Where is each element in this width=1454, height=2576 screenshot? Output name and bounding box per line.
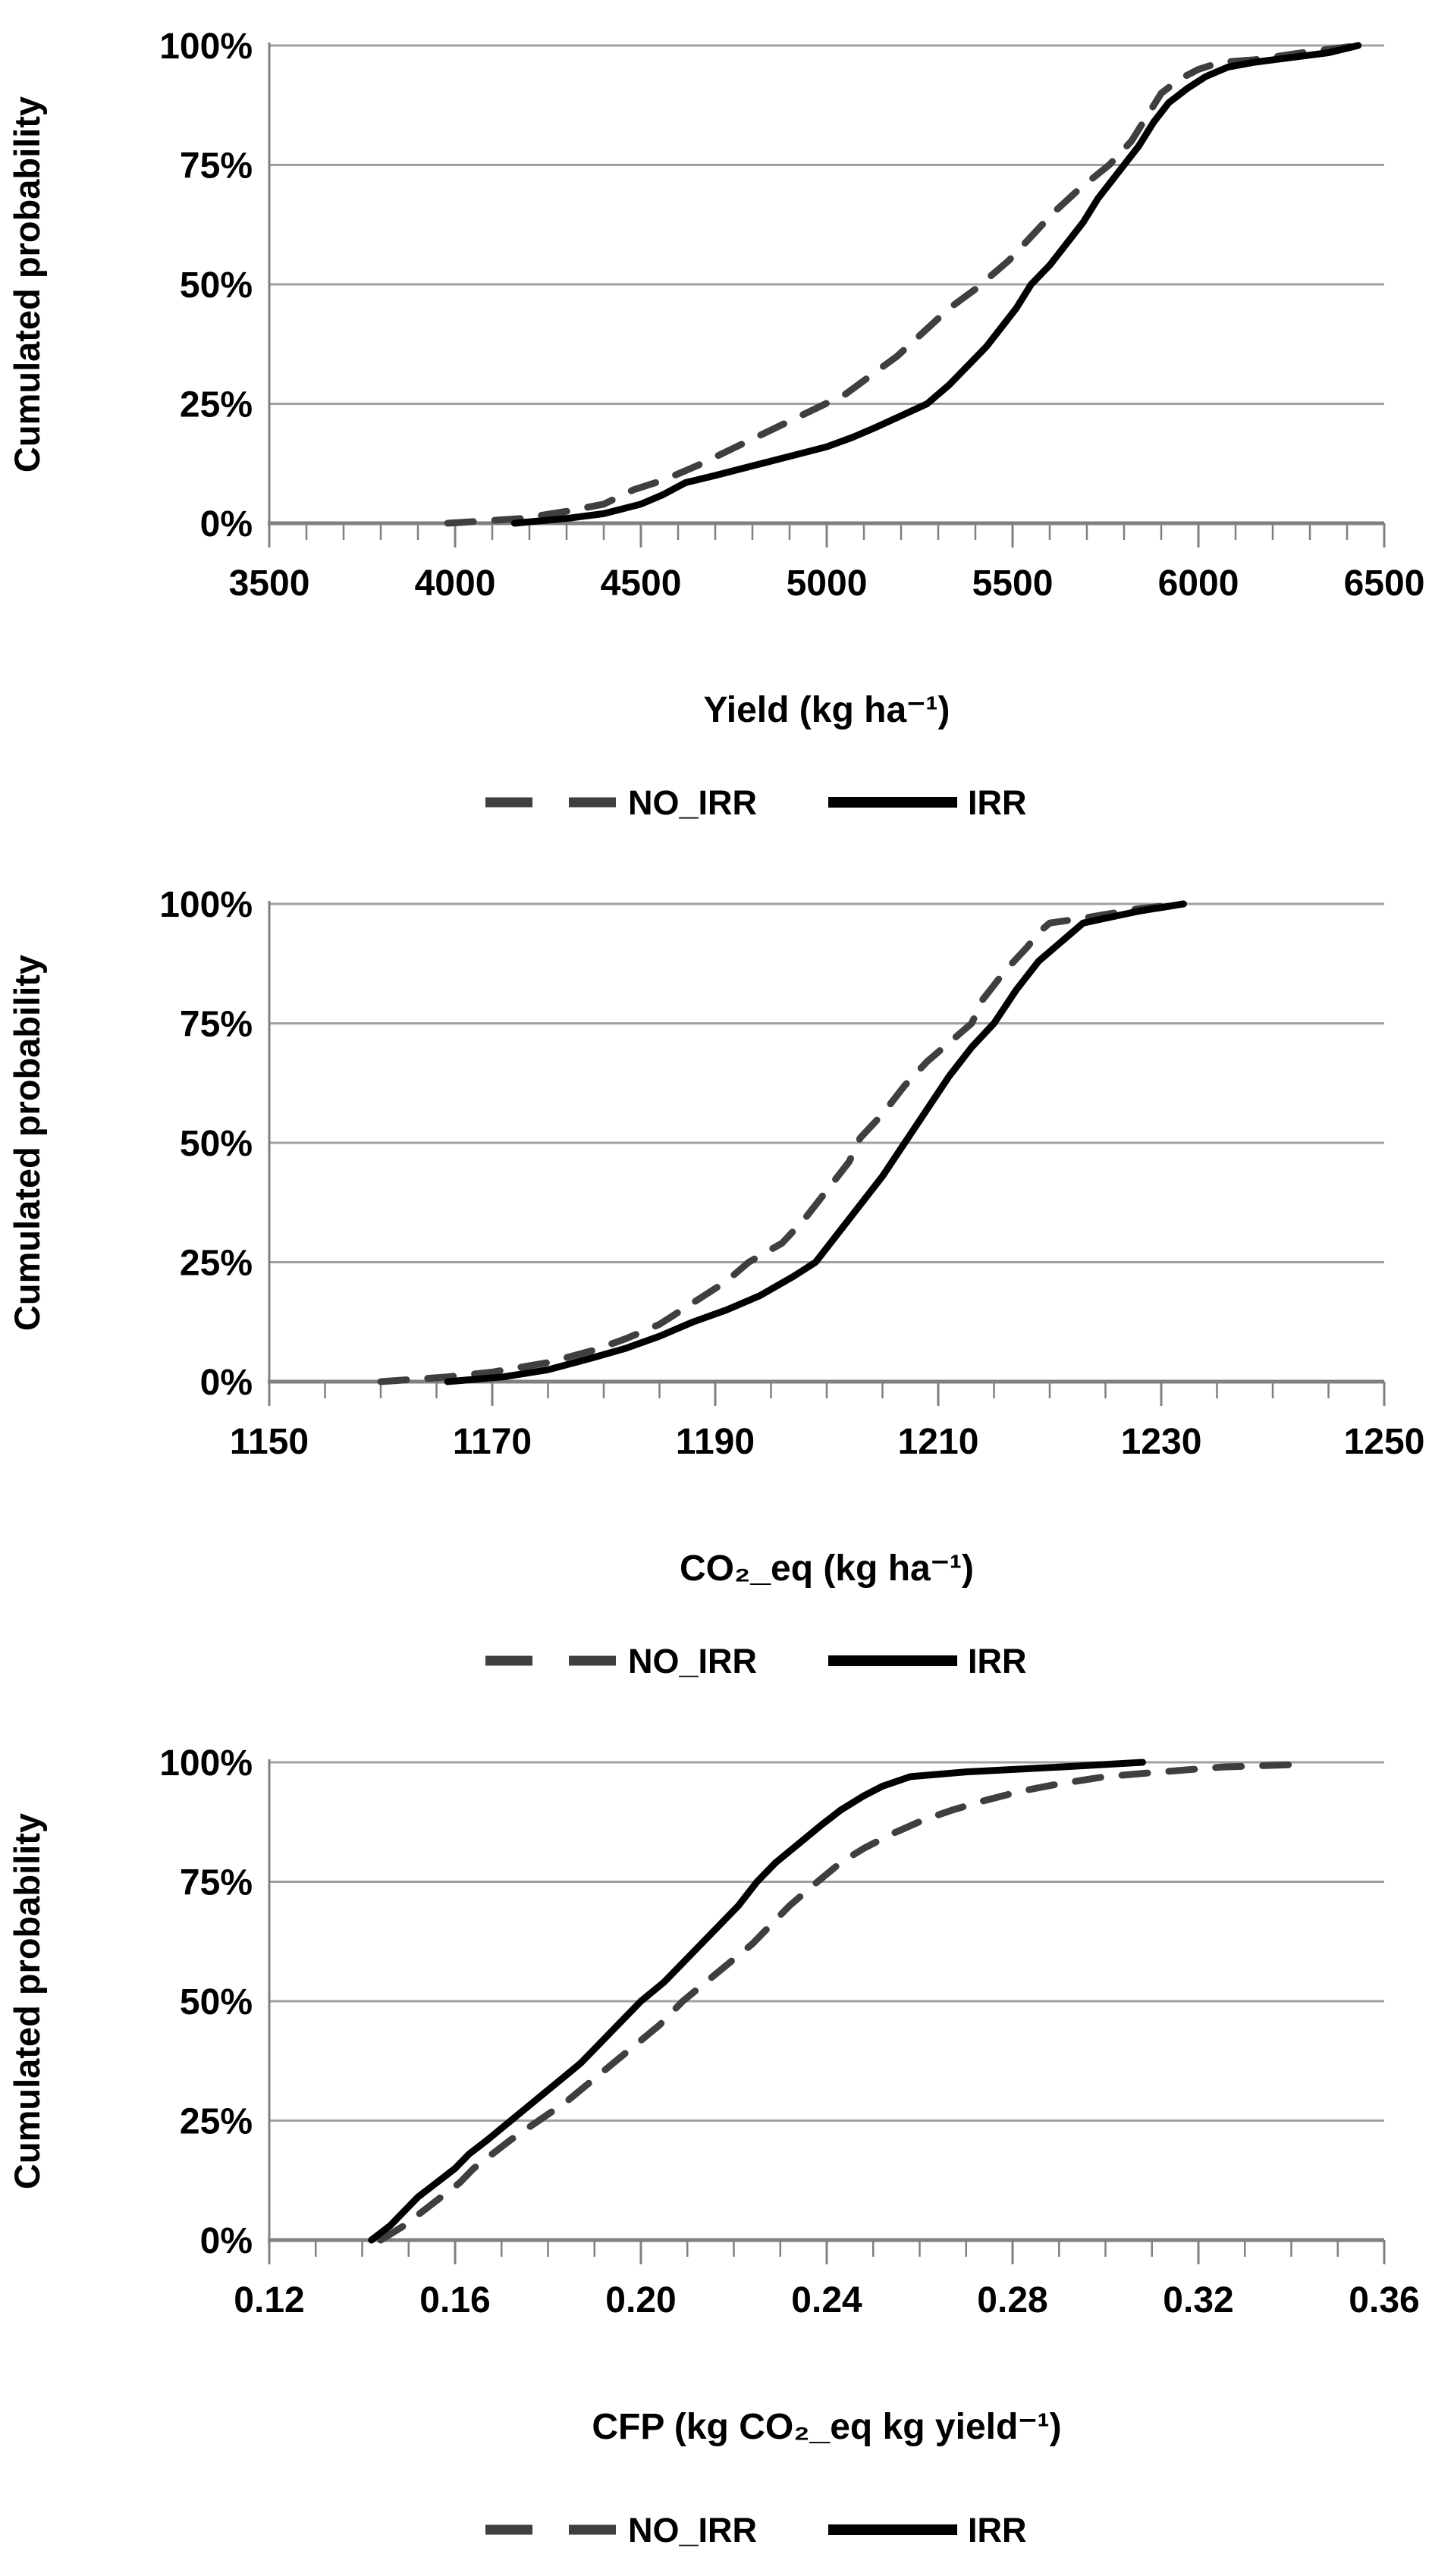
series-line-irr [368,1759,1146,2244]
y-tick-label: 75% [180,1005,253,1045]
legend-label-irr: IRR [968,2511,1027,2549]
x-tick-label: 3500 [229,563,310,604]
co2eq-chart-canvas: 0%25%50%75%100%1150 1170 1190 1210 1230 1250 … [7,885,1424,1680]
series-line-no_irr [444,42,1362,527]
y-tick-label: 0% [200,2221,253,2261]
x-tick-label: 1170 [453,1422,532,1462]
yield-plot-area: 0% 25% 50% 75% 100% 3500 4000 4500 5000 5500 6000 6… [159,27,1424,604]
y-tick-label: 50% [180,265,253,306]
legend: NO_IRR IRR [485,2511,1027,2549]
x-tick-label: 1250 [1344,1422,1425,1462]
legend: NO_IRR IRR [485,1642,1027,1680]
legend: NO_IRR IRR [485,783,1027,822]
series-line-no_irr [377,1761,1295,2244]
legend-label-irr: IRR [968,1642,1027,1680]
co2eq-plot-area: 0% 25% 50% 75% 100% 1150 1170 1190 1210 1230 1250 [159,885,1424,1462]
chart-yield-cdf: 0% 25% 50% 75% 100% 3500 4000 4500 5000 5500 6000 6… [0,0,1454,858]
y-tick-label: 25% [180,385,253,425]
y-tick-label: 100% [159,1743,253,1784]
y-axis-title: Cumulated probability [7,96,47,472]
x-tick-label: 5000 [787,563,868,604]
x-tick-label: 4000 [415,563,496,604]
series-line-irr [510,42,1362,527]
x-tick-label: 0.24 [791,2280,862,2320]
x-axis-title: CO₂_eq (kg ha⁻¹) [680,1548,974,1589]
x-tick-label: 0.12 [234,2280,304,2320]
x-tick-label: 4500 [601,563,682,604]
y-axis-title: Cumulated probability [7,955,47,1331]
x-tick-label: 1150 [230,1422,309,1462]
y-tick-label: 0% [200,1363,253,1403]
x-tick-label: 1210 [898,1422,979,1462]
chart-cfp-cdf: 0% 25% 50% 75% 100% 0.12 0.16 0.20 0.24 0.28 0.32 0… [0,1717,1454,2575]
y-tick-label: 100% [159,885,253,925]
x-tick-label: 5500 [972,563,1054,604]
x-tick-label: 1190 [676,1422,755,1462]
series-line-irr [444,900,1187,1385]
x-axis-title: Yield (kg ha⁻¹) [704,690,950,730]
x-tick-label: 0.36 [1349,2280,1419,2320]
y-tick-label: 0% [200,504,253,544]
y-axis-title: Cumulated probability [7,1813,47,2189]
x-tick-label: 1230 [1121,1422,1202,1462]
legend-label-no-irr: NO_IRR [628,783,757,822]
y-tick-label: 25% [180,2102,253,2142]
series-line-no_irr [377,900,1187,1385]
legend-label-irr: IRR [968,783,1027,822]
y-tick-label: 75% [180,146,253,187]
cfp-chart-canvas: 0% 25% 50% 75% 100% 0.12 0.16 0.20 0.24 0.28 0.32 0… [7,1743,1420,2549]
x-tick-label: 0.28 [977,2280,1047,2320]
y-tick-label: 50% [180,1124,253,1164]
cfp-plot-area: 0% 25% 50% 75% 100% 0.12 0.16 0.20 0.24 0.28 0.32 0… [159,1743,1419,2320]
x-tick-label: 6500 [1344,563,1425,604]
x-tick-label: 6000 [1158,563,1239,604]
chart-co2eq-cdf: 0% 25% 50% 75% 100% 1150 1170 1190 1210 1230 1250 … [0,858,1454,1717]
y-tick-label: 75% [180,1863,253,1903]
y-tick-label: 100% [159,27,253,67]
x-tick-label: 0.20 [605,2280,676,2320]
legend-label-no-irr: NO_IRR [628,2511,757,2549]
legend-label-no-irr: NO_IRR [628,1642,757,1680]
x-axis-title: CFP (kg CO₂_eq kg yield⁻¹) [592,2407,1061,2447]
x-tick-label: 0.32 [1163,2280,1233,2320]
y-tick-label: 25% [180,1244,253,1284]
y-tick-label: 50% [180,1982,253,2022]
x-tick-label: 0.16 [419,2280,490,2320]
yield-chart-canvas: 0% 25% 50% 75% 100% 3500 4000 4500 5000 5500 6000 6… [7,27,1424,822]
